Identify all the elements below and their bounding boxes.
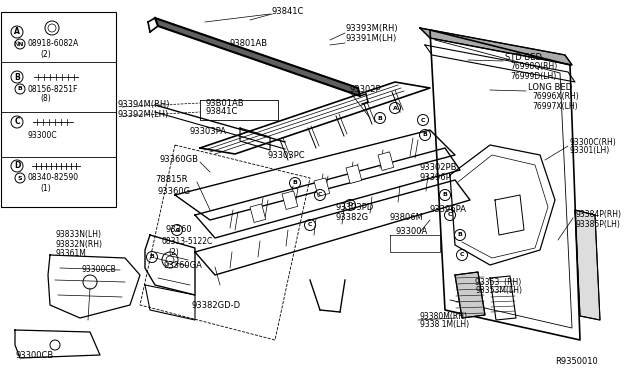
Text: 93353  (RH): 93353 (RH) (475, 278, 521, 286)
Polygon shape (420, 28, 572, 65)
Polygon shape (455, 272, 485, 318)
Polygon shape (575, 210, 600, 320)
Text: 93396P: 93396P (420, 173, 452, 183)
Text: 93360: 93360 (165, 225, 191, 234)
Text: 93303PD: 93303PD (335, 203, 373, 212)
Text: C: C (448, 212, 452, 218)
Text: C: C (420, 118, 425, 122)
Text: 93303PC: 93303PC (268, 151, 306, 160)
Text: D: D (14, 161, 20, 170)
Text: C: C (308, 222, 312, 228)
Text: 08340-82590: 08340-82590 (27, 173, 78, 183)
Text: (2): (2) (40, 49, 51, 58)
Text: 93385P(LH): 93385P(LH) (575, 219, 620, 228)
Text: 93300C(RH): 93300C(RH) (570, 138, 617, 147)
Text: 93300CB: 93300CB (82, 266, 116, 275)
Text: C: C (14, 118, 20, 126)
Text: 93360GA: 93360GA (163, 260, 202, 269)
Text: C: C (460, 253, 464, 257)
Text: LONG BED: LONG BED (528, 83, 572, 93)
Text: 93833N(LH): 93833N(LH) (55, 231, 101, 240)
Text: 93382GD-D: 93382GD-D (192, 301, 241, 310)
Text: B: B (292, 180, 298, 186)
Text: 93841C: 93841C (272, 7, 305, 16)
Text: 9338 1M(LH): 9338 1M(LH) (420, 321, 469, 330)
Text: 93300CB: 93300CB (15, 350, 53, 359)
Text: 76996X(RH): 76996X(RH) (532, 93, 579, 102)
Polygon shape (155, 18, 360, 96)
Text: C: C (317, 192, 323, 198)
Text: 93302P: 93302P (350, 86, 381, 94)
Text: N: N (13, 41, 19, 47)
Text: N: N (17, 42, 22, 46)
Text: B: B (14, 73, 20, 81)
Text: D: D (348, 202, 353, 208)
Text: 93360G: 93360G (158, 187, 191, 196)
Text: 93832N(RH): 93832N(RH) (55, 240, 102, 248)
Text: 08156-8251F: 08156-8251F (27, 84, 77, 93)
Text: S: S (18, 176, 22, 180)
Bar (346, 165, 362, 183)
Bar (250, 204, 266, 222)
Text: 78815R: 78815R (155, 176, 188, 185)
Text: (1): (1) (40, 183, 51, 192)
Text: 93300A: 93300A (395, 228, 428, 237)
Text: (8): (8) (40, 94, 51, 103)
Text: 93392M(LH): 93392M(LH) (117, 109, 168, 119)
Bar (314, 178, 330, 196)
Text: 93353M(LH): 93353M(LH) (475, 286, 522, 295)
Text: 93396PA: 93396PA (430, 205, 467, 215)
Text: 93361M: 93361M (55, 250, 86, 259)
Text: STD BED: STD BED (505, 54, 542, 62)
Text: 93382G: 93382G (335, 214, 368, 222)
Text: 93806M: 93806M (390, 214, 424, 222)
Text: 93384P(RH): 93384P(RH) (575, 211, 621, 219)
Text: 76997X(LH): 76997X(LH) (532, 102, 578, 110)
Text: B: B (17, 87, 22, 92)
Text: 93301(LH): 93301(LH) (570, 147, 611, 155)
Text: 76998Q(RH): 76998Q(RH) (510, 62, 557, 71)
Text: 93393M(RH): 93393M(RH) (345, 23, 397, 32)
Text: (2): (2) (168, 247, 179, 257)
Bar (378, 152, 394, 170)
Text: A: A (175, 228, 179, 232)
Text: 08313-5122C: 08313-5122C (162, 237, 213, 247)
Text: R9350010: R9350010 (555, 357, 598, 366)
Text: A: A (14, 28, 20, 36)
Text: B: B (443, 192, 447, 198)
Text: B: B (422, 132, 428, 138)
Text: 93380M(RH): 93380M(RH) (420, 311, 468, 321)
Text: 76999D(LH): 76999D(LH) (510, 71, 556, 80)
FancyBboxPatch shape (1, 12, 116, 207)
Text: 93841C: 93841C (205, 108, 237, 116)
Text: 93303PA: 93303PA (190, 128, 227, 137)
Text: 93801AB: 93801AB (230, 38, 268, 48)
Text: A: A (392, 106, 397, 110)
Text: 93394M(RH): 93394M(RH) (117, 100, 170, 109)
Text: 93300C: 93300C (27, 131, 56, 140)
Text: 08918-6082A: 08918-6082A (27, 39, 78, 48)
Text: 93360GB: 93360GB (160, 155, 199, 164)
Text: B: B (150, 254, 154, 260)
Text: 93391M(LH): 93391M(LH) (345, 33, 396, 42)
Text: B: B (378, 115, 383, 121)
Text: 93302PB: 93302PB (420, 164, 458, 173)
Bar (282, 191, 298, 209)
Text: B: B (458, 232, 463, 237)
Text: 93B01AB: 93B01AB (205, 99, 244, 108)
